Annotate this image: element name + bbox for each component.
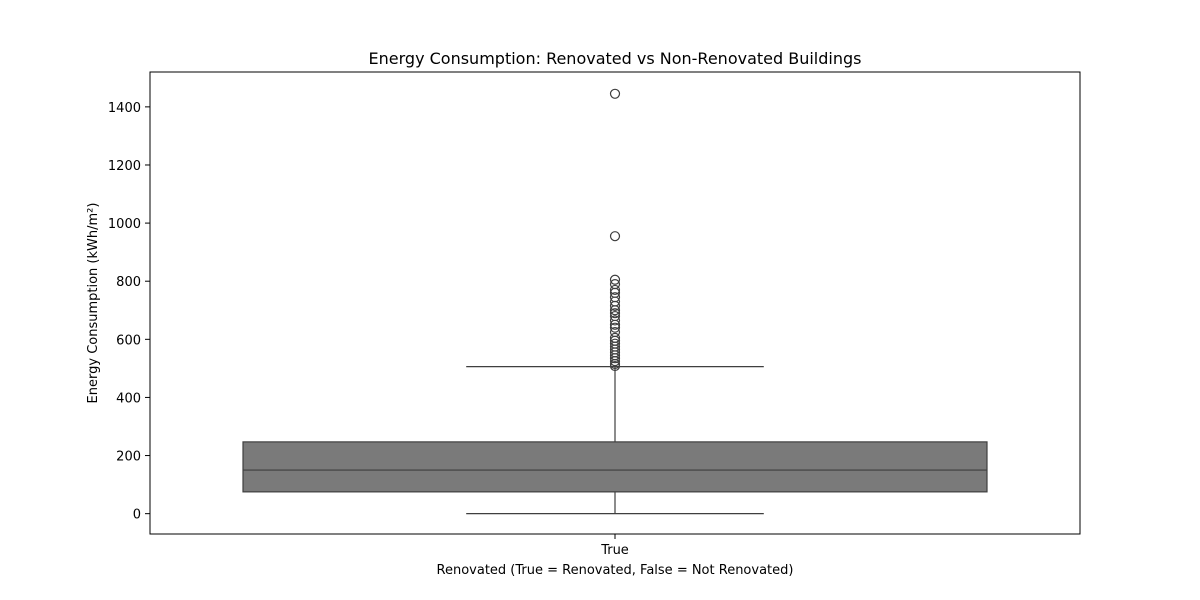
y-tick-label: 600 (116, 333, 141, 348)
y-tick-label: 200 (116, 450, 141, 465)
y-tick-label: 400 (116, 391, 141, 406)
outlier-point (609, 284, 621, 296)
outlier-point (609, 319, 621, 330)
x-axis-label: Renovated (True = Renovated, False = Not… (437, 563, 794, 578)
outlier-point (609, 353, 621, 364)
outlier-point (609, 305, 621, 316)
x-tick-label: True (600, 543, 629, 558)
y-tick-label: 800 (116, 275, 141, 290)
y-tick-label: 1200 (108, 159, 141, 174)
x-axis: True (600, 534, 629, 558)
y-tick-label: 1000 (108, 217, 141, 232)
outlier-point (609, 88, 621, 99)
outlier-point (609, 315, 621, 326)
y-axis: 0 200 400 600 800 1000 1200 1400 (108, 101, 150, 523)
chart-title: Energy Consumption: Renovated vs Non-Ren… (369, 49, 862, 68)
outlier-point (609, 322, 621, 333)
outlier-point (609, 231, 621, 242)
outlier-point (609, 308, 621, 319)
y-tick-label: 0 (133, 508, 141, 523)
interquartile-box (242, 441, 988, 493)
outlier-point (609, 274, 621, 285)
y-axis-label: Energy Consumption (kWh/m²) (86, 203, 101, 404)
outlier-point (609, 300, 621, 312)
outlier-point (609, 356, 621, 367)
outlier-point (609, 360, 621, 372)
y-tick-label: 1400 (108, 101, 141, 116)
box-series (242, 88, 988, 515)
